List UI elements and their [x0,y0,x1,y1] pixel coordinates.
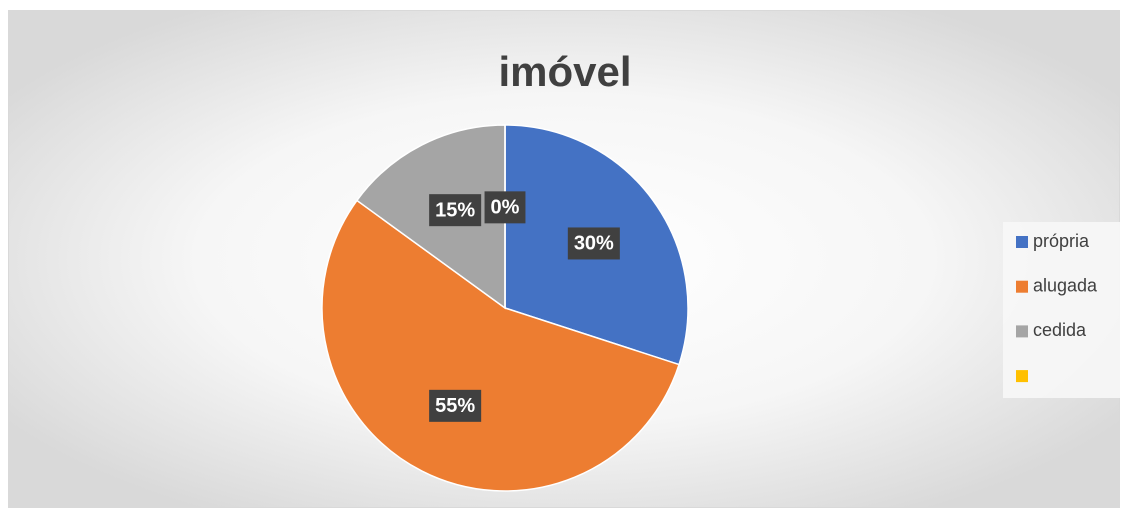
data-label-box [429,389,482,422]
data-label-box [567,227,620,260]
legend-swatch [1016,236,1028,248]
pie-slice [321,199,680,492]
legend-swatch [1016,325,1028,338]
legend-label: cedida [1033,320,1087,340]
legend-swatch [1016,280,1028,293]
data-label-box [429,194,482,227]
data-label: 0% [491,197,520,219]
data-label: 30% [574,233,614,255]
legend-label: alugada [1033,275,1098,295]
data-label: 15% [435,199,475,221]
legend-label: própria [1033,231,1090,251]
chart-title: imóvel [498,48,631,95]
data-label-box [484,191,526,224]
legend-box [1003,222,1120,398]
legend-swatch [1016,370,1028,383]
data-label: 55% [435,395,475,417]
